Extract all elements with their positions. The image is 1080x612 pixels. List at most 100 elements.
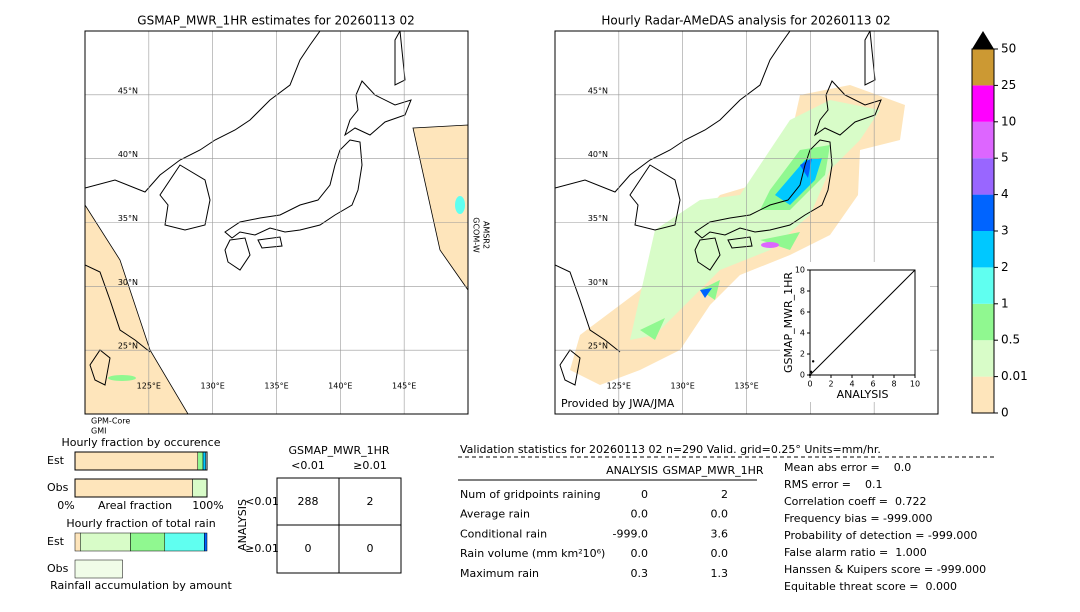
sensor-label: GMI bbox=[91, 427, 106, 436]
left-grid: 125°E 130°E 135°E 140°E 145°E 25°N 30°N 35°N 40°… bbox=[85, 31, 468, 414]
stats-value: -999.0 bbox=[613, 527, 648, 540]
x-tick-label: 2 bbox=[828, 380, 833, 389]
col-label: ≥0.01 bbox=[353, 459, 387, 472]
table-title: GSMAP_MWR_1HR bbox=[288, 444, 389, 457]
diagonal bbox=[809, 269, 916, 376]
row-label: Est bbox=[47, 454, 65, 467]
colorbar-label: 5 bbox=[1001, 151, 1009, 165]
lat-label: 25°N bbox=[118, 342, 138, 351]
axis-label: Rainfall accumulation by amount bbox=[50, 579, 232, 592]
colorbar: 0 0.01 0.5 1 2 3 4 5 10 25 50 bbox=[971, 31, 1028, 420]
satellite-label: GCOM-W bbox=[472, 217, 481, 253]
panel-title: Hourly fraction by occurence bbox=[62, 436, 221, 449]
stats-header: Validation statistics for 20260113 02 n=… bbox=[460, 443, 881, 456]
x-tick-label: 100% bbox=[192, 499, 223, 512]
left-map-body bbox=[85, 31, 468, 414]
map-frame bbox=[554, 30, 939, 415]
scatter-inset: 0 2 4 6 8 10 0 2 4 6 8 10 ANALYSIS GSMAP_MWR_1HR bbox=[782, 266, 920, 402]
lat-label: 30°N bbox=[118, 278, 138, 287]
lon-label: 145°E bbox=[392, 382, 416, 391]
stats-value: 0.3 bbox=[631, 567, 649, 580]
lon-label: 130°E bbox=[201, 382, 225, 391]
lat-label: 35°N bbox=[118, 214, 138, 223]
table-cell: 288 bbox=[298, 495, 319, 508]
lon-label: 135°E bbox=[734, 382, 758, 391]
lon-label: 135°E bbox=[264, 382, 288, 391]
stats-value: 0.0 bbox=[631, 547, 649, 560]
colorbar-label: 0 bbox=[1001, 406, 1009, 420]
lat-label: 30°N bbox=[588, 278, 608, 287]
row-title: ANALYSIS bbox=[236, 499, 249, 551]
lon-label: 140°E bbox=[328, 382, 352, 391]
map-title: Hourly Radar-AMeDAS analysis for 2026011… bbox=[601, 14, 890, 28]
lon-label: 125°E bbox=[137, 382, 161, 391]
fraction-segment bbox=[74, 559, 123, 579]
x-tick-label: 4 bbox=[849, 380, 854, 389]
scatter-frame bbox=[809, 269, 916, 376]
score: Hanssen & Kuipers score = -999.000 bbox=[784, 563, 986, 576]
map-title: GSMAP_MWR_1HR estimates for 20260113 02 bbox=[137, 14, 414, 28]
colorbar-segment bbox=[972, 121, 994, 159]
x-axis-label: ANALYSIS bbox=[837, 388, 889, 401]
row-label: Obs bbox=[47, 481, 69, 494]
fraction-segment bbox=[74, 532, 81, 552]
fraction-segment bbox=[130, 532, 166, 552]
score: Mean abs error = 0.0 bbox=[784, 461, 911, 474]
stats-label: Rain volume (mm km²10⁶) bbox=[460, 547, 605, 560]
colorbar-segment bbox=[972, 158, 994, 195]
colorbar-segment bbox=[972, 49, 994, 86]
colorbar-label: 50 bbox=[1001, 42, 1016, 56]
scatter-point bbox=[808, 373, 812, 377]
stats-label: Num of gridpoints raining bbox=[460, 488, 601, 501]
lon-label: 125°E bbox=[607, 382, 631, 391]
table-cell: 0 bbox=[367, 542, 374, 555]
credit: Provided by JWA/JMA bbox=[561, 397, 675, 410]
fraction-segment bbox=[80, 532, 131, 552]
x-tick-label: 0% bbox=[57, 499, 74, 512]
colorbar-segment bbox=[972, 267, 994, 304]
colorbar-segment bbox=[972, 376, 994, 413]
x-tick-label: 8 bbox=[891, 380, 896, 389]
lon-label: 130°E bbox=[671, 382, 695, 391]
table-cell: 0 bbox=[305, 542, 312, 555]
stats-label: Conditional rain bbox=[460, 527, 547, 540]
fraction-segment bbox=[204, 532, 208, 552]
bottom-panels: Hourly fraction by occurence Est Obs Areal … bbox=[47, 436, 986, 593]
stats-value: 2 bbox=[721, 488, 728, 501]
bar-frame bbox=[74, 451, 208, 471]
row-label: <0.01 bbox=[245, 495, 279, 508]
fraction-segment bbox=[74, 478, 193, 498]
stats-value: 0.0 bbox=[711, 508, 729, 521]
scatter-point bbox=[809, 370, 813, 374]
bar-frame bbox=[74, 478, 208, 498]
lat-label: 40°N bbox=[118, 150, 138, 159]
y-tick-label: 8 bbox=[800, 287, 805, 296]
lat-label: 25°N bbox=[588, 342, 608, 351]
panel-title: Hourly fraction of total rain bbox=[66, 517, 215, 530]
fraction-segment bbox=[202, 451, 206, 471]
colorbar-label: 0.5 bbox=[1001, 333, 1020, 347]
score: Probability of detection = -999.000 bbox=[784, 529, 977, 542]
row-label: Est bbox=[47, 535, 65, 548]
y-tick-label: 0 bbox=[800, 371, 805, 380]
lat-label: 40°N bbox=[588, 150, 608, 159]
table-cell: 2 bbox=[367, 495, 374, 508]
x-tick-label: 0 bbox=[807, 380, 812, 389]
stats-value: 0.0 bbox=[631, 508, 649, 521]
y-tick-label: 6 bbox=[800, 308, 805, 317]
colorbar-label: 25 bbox=[1001, 78, 1016, 92]
stats-value: 0 bbox=[641, 488, 648, 501]
colorbar-label: 0.01 bbox=[1001, 369, 1028, 383]
score: False alarm ratio = 1.000 bbox=[784, 546, 927, 559]
stats-column: GSMAP_MWR_1HR bbox=[662, 464, 763, 477]
score: RMS error = 0.1 bbox=[784, 478, 882, 491]
col-label: <0.01 bbox=[291, 459, 325, 472]
score: Equitable threat score = 0.000 bbox=[784, 580, 957, 593]
score: Correlation coeff = 0.722 bbox=[784, 495, 926, 508]
lat-label: 45°N bbox=[588, 86, 608, 95]
stats-label: Average rain bbox=[460, 508, 530, 521]
colorbar-label: 3 bbox=[1001, 224, 1009, 238]
lat-label: 35°N bbox=[588, 214, 608, 223]
map-frame bbox=[84, 30, 469, 415]
axis-label: Areal fraction bbox=[98, 499, 172, 512]
